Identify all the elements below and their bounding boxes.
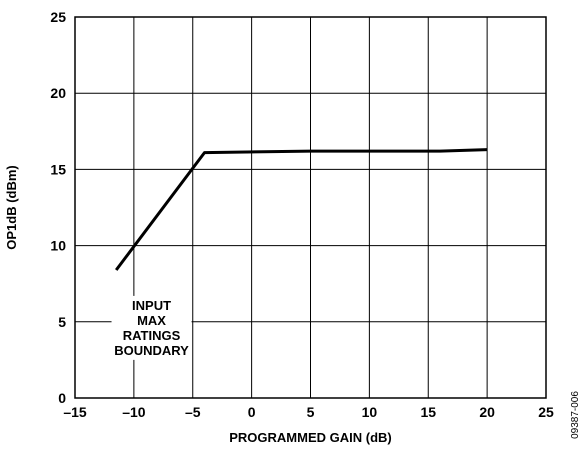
x-tick-label: –5 [185, 404, 201, 420]
x-tick-label: 0 [248, 404, 256, 420]
y-tick-label: 5 [58, 314, 66, 330]
plot-frame [74, 16, 547, 399]
x-tick-label: 15 [420, 404, 436, 420]
y-tick-labels: 0 5 10 15 20 25 [50, 9, 66, 406]
x-tick-label: 10 [362, 404, 378, 420]
y-tick-label: 10 [50, 238, 66, 254]
x-tick-label: 20 [479, 404, 495, 420]
y-axis-label: OP1dB (dBm) [4, 165, 19, 250]
series-line [115, 148, 488, 271]
x-tick-label: –10 [122, 404, 146, 420]
x-axis-label: PROGRAMMED GAIN (dB) [229, 430, 392, 445]
annotation-background [111, 295, 192, 360]
y-tick-label: 15 [50, 161, 66, 177]
y-tick-label: 0 [58, 390, 66, 406]
y-tick-label: 20 [50, 85, 66, 101]
x-tick-label: 5 [307, 404, 315, 420]
x-tick-label: 25 [538, 404, 554, 420]
grid [75, 17, 546, 398]
annotation-line: BOUNDARY [114, 343, 189, 358]
y-tick-label: 25 [50, 9, 66, 25]
figure-id: 09387-006 [570, 391, 581, 439]
x-tick-label: –15 [63, 404, 87, 420]
annotation-line: MAX [137, 313, 166, 328]
annotation-line: INPUT [132, 298, 171, 313]
annotation-line: RATINGS [123, 328, 181, 343]
x-tick-labels: –15 –10 –5 0 5 10 15 20 25 [63, 404, 554, 420]
